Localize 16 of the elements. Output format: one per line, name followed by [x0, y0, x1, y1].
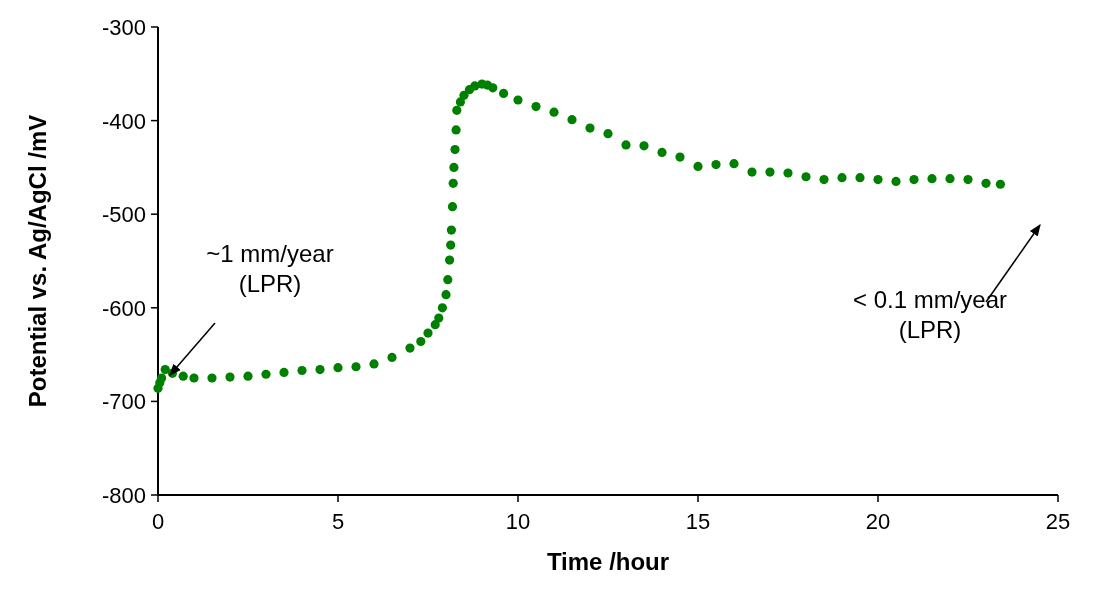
y-tick-label: -300 — [101, 15, 146, 40]
y-tick-label: -800 — [101, 483, 146, 508]
y-tick-label: -400 — [101, 108, 146, 134]
x-tick-label: 10 — [505, 509, 531, 534]
y-tick-label: -600 — [101, 295, 146, 321]
x-axis-title: Time /hour — [546, 548, 670, 575]
x-tick-label: 15 — [685, 509, 711, 534]
x-tick-label: 20 — [865, 509, 891, 534]
y-axis-title: Potential vs. Ag/AgCl /mV — [24, 114, 51, 408]
y-tick-label: -500 — [101, 202, 146, 228]
x-tick-label: 0 — [151, 509, 165, 534]
y-tick-label: -700 — [101, 389, 146, 415]
annotation: < 0.1 mm/year (LPR) — [852, 286, 1008, 343]
annotation: ~1 mm/year (LPR) — [206, 240, 334, 297]
x-tick-label: 5 — [331, 509, 345, 534]
x-tick-label: 25 — [1045, 509, 1071, 534]
